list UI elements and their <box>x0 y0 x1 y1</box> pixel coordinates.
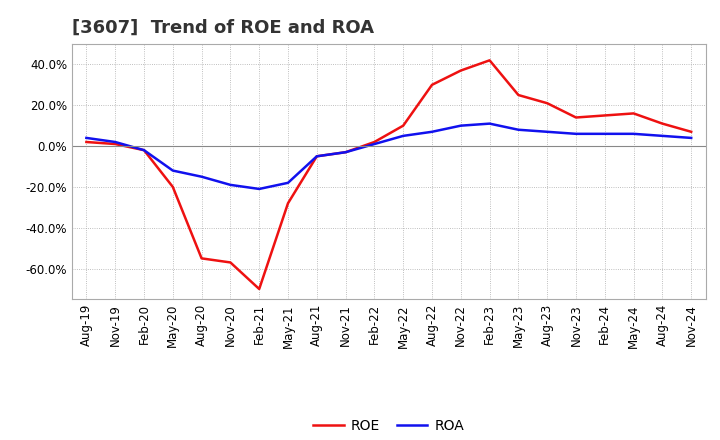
ROA <box>456 123 465 128</box>
ROE <box>399 123 408 128</box>
Line: ROE: ROE <box>86 60 691 289</box>
Text: [3607]  Trend of ROE and ROA: [3607] Trend of ROE and ROA <box>72 19 374 37</box>
ROA <box>687 135 696 140</box>
ROE <box>687 129 696 135</box>
ROA <box>168 168 177 173</box>
ROA <box>111 139 120 145</box>
ROA <box>226 182 235 187</box>
ROE <box>312 154 321 159</box>
ROA <box>572 131 580 136</box>
ROE <box>168 184 177 190</box>
Line: ROA: ROA <box>86 124 691 189</box>
ROE <box>543 101 552 106</box>
ROA <box>629 131 638 136</box>
ROA <box>284 180 292 186</box>
ROE <box>658 121 667 126</box>
ROA <box>312 154 321 159</box>
ROA <box>82 135 91 140</box>
ROE <box>111 141 120 147</box>
ROE <box>370 139 379 145</box>
ROA <box>600 131 609 136</box>
ROE <box>226 260 235 265</box>
ROA <box>543 129 552 135</box>
ROE <box>82 139 91 145</box>
ROE <box>485 58 494 63</box>
ROE <box>197 256 206 261</box>
ROA <box>485 121 494 126</box>
ROE <box>284 201 292 206</box>
ROA <box>197 174 206 180</box>
ROA <box>658 133 667 139</box>
ROA <box>370 141 379 147</box>
ROE <box>629 111 638 116</box>
ROE <box>428 82 436 88</box>
Legend: ROE, ROA: ROE, ROA <box>308 413 469 438</box>
ROE <box>600 113 609 118</box>
ROE <box>341 150 350 155</box>
ROE <box>572 115 580 120</box>
ROE <box>514 92 523 98</box>
ROA <box>399 133 408 139</box>
ROE <box>456 68 465 73</box>
ROA <box>140 147 148 153</box>
ROE <box>140 147 148 153</box>
ROA <box>428 129 436 135</box>
ROA <box>514 127 523 132</box>
ROA <box>341 150 350 155</box>
ROE <box>255 286 264 292</box>
ROA <box>255 186 264 191</box>
